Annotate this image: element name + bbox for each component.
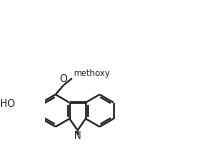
Text: O: O	[59, 73, 67, 84]
Text: HO: HO	[0, 99, 15, 109]
Text: methoxy: methoxy	[73, 69, 110, 78]
Text: N: N	[74, 131, 81, 141]
